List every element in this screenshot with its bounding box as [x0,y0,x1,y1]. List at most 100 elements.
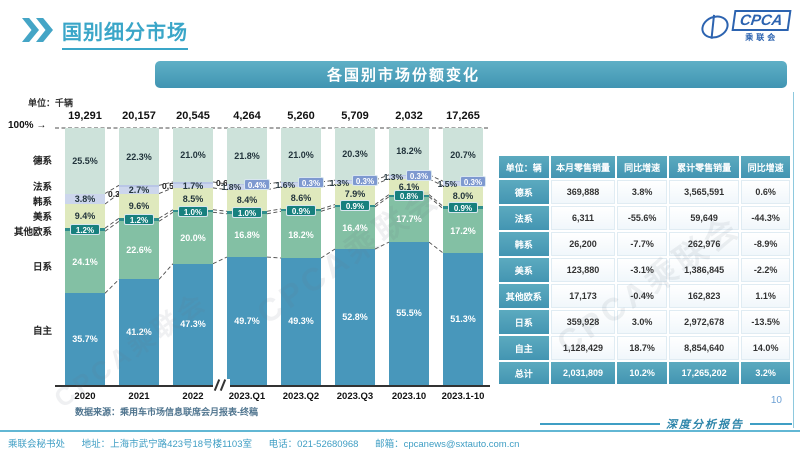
cpca-acronym: CPCA [732,10,792,31]
table-total-cell: 2,031,809 [550,362,616,384]
segment-德系 [119,128,159,186]
x-axis-tick-label: 2023.Q2 [282,391,320,402]
footer-address: 地址：上海市武宁路423号18号楼1103室 [81,439,253,450]
right-edge-rule [793,92,794,428]
segment-日系 [173,212,213,264]
table-cell: -8.9% [741,232,790,256]
table-cell: 59,649 [668,206,740,230]
segment-label: 9.6% [128,200,150,211]
segment-日系 [119,221,159,280]
segment-label: 17.7% [396,214,422,225]
footer-email: 邮箱：cpcanews@sxtauto.com.cn [375,439,520,450]
stacked-bar-2023.Q1: 21.8% 0.4% 1.8% 8.4% 1.0% 16.8% 49.7% [222,128,270,385]
table-row-label: 韩系 [499,232,549,256]
segment-label: 0.9% [340,200,370,212]
segment-label: 21.0% [288,149,314,160]
bar-total-label: 4,264 [233,110,261,122]
table-row-label: 日系 [499,310,549,334]
segment-label: 22.3% [126,151,152,162]
arrow-right-icon: → [36,120,47,131]
segment-自主 [227,257,267,385]
x-axis-tick-label: 2023.10 [391,391,427,402]
series-label-自主: 自主 [32,326,52,337]
segment-label: 20.7% [450,149,476,160]
segment-德系 [65,128,105,194]
segment-日系 [443,208,483,253]
segment-自主 [335,249,375,385]
table-column-header: 同比增速 [741,156,790,178]
y-axis-100-label: 100% → [8,120,46,131]
table-cell: -2.2% [741,258,790,282]
segment-德系 [173,128,213,182]
table-cell: 3.0% [617,310,667,334]
x-axis-break-icon [213,379,230,391]
segment-label: 0.5% [162,180,182,191]
segment-美系 [443,185,483,207]
segment-label: 0.4% [244,179,270,191]
x-axis-tick-label: 2023.Q1 [228,391,266,402]
segment-label: 1.3% [383,172,403,183]
bar-total-label: 20,545 [176,110,210,122]
segment-label: 0.9% [448,202,478,214]
segment-label: 49.3% [288,316,314,327]
segment-美系 [173,187,213,210]
table-cell: 262,976 [668,232,740,256]
page-number: 10 [770,395,782,406]
y-axis-100-text: 100% [8,120,34,131]
table-cell: 1,386,845 [668,258,740,282]
x-axis-tick-label: 2023.1-10 [441,391,485,402]
cpca-chinese-name: 乘联会 [745,33,779,42]
segment-德系 [335,128,375,181]
stacked-bar-2020: 25.5% 0.3% 3.8% 9.4% 1.2% 24.1% 35.7% [65,128,127,385]
table-total-cell: 3.2% [741,362,790,384]
table-total-cell: 10.2% [617,362,667,384]
table-column-header: 本月零售销量 [550,156,616,178]
table-row-其他欧系: 其他欧系 17,173 -0.4% 162,823 1.1% [499,284,790,308]
segment-法系 [119,185,159,187]
chart-banner-title: 各国别市场份额变化 [155,61,787,88]
segment-label: 55.5% [396,308,422,319]
segment-德系 [389,128,429,175]
table-cell: 3,565,591 [668,180,740,204]
segment-label: 8.6% [290,192,312,203]
segment-label: 1.2% [124,214,154,226]
segment-label: 24.1% [72,257,98,268]
segment-法系 [65,193,105,195]
segment-label: 1.0% [178,205,208,217]
segment-label: 35.7% [72,334,98,345]
table-cell: 0.6% [741,180,790,204]
segment-自主 [281,258,321,385]
table-cell: 359,928 [550,310,616,334]
x-axis-tick-label: 2021 [128,391,150,402]
segment-label: 18.2% [396,146,422,157]
chart-unit-label: 单位：千辆 [28,98,74,108]
table-cell: 8,854,640 [668,336,740,360]
segment-label: 51.3% [450,313,476,324]
x-axis-line [55,385,490,387]
segment-韩系 [173,183,213,188]
segment-label: 25.5% [72,155,98,166]
stacked-bar-2023.Q3: 20.3% 0.3% 1.3% 7.9% 0.9% 16.4% 52.8% [330,128,378,385]
series-label-美系: 美系 [32,212,52,223]
segment-label: 1.6% [275,179,295,190]
segment-label: 47.3% [180,319,206,330]
series-label-其他欧系: 其他欧系 [13,227,52,238]
series-label-德系: 德系 [32,156,52,167]
table-cell: 18.7% [617,336,667,360]
report-label: 深度分析报告 [666,419,744,431]
table-row-label: 其他欧系 [499,284,549,308]
bar-total-label: 5,709 [341,110,369,122]
segment-label: 16.4% [342,222,368,233]
table-cell: -55.6% [617,206,667,230]
table-cell: -0.4% [617,284,667,308]
segment-label: 8.5% [182,193,204,204]
data-source-note: 数据来源：乘用车市场信息联席会月报表-终稿 [75,407,258,417]
series-label-韩系: 韩系 [32,197,52,208]
cpca-logo-text: CPCA 乘联会 [732,10,792,43]
segment-自主 [389,242,429,385]
chevron-right-icon [22,18,39,42]
cpca-swoosh-icon [698,11,733,42]
page-title: 国别细分市场 [62,16,188,50]
segment-label: 9.4% [74,211,96,222]
